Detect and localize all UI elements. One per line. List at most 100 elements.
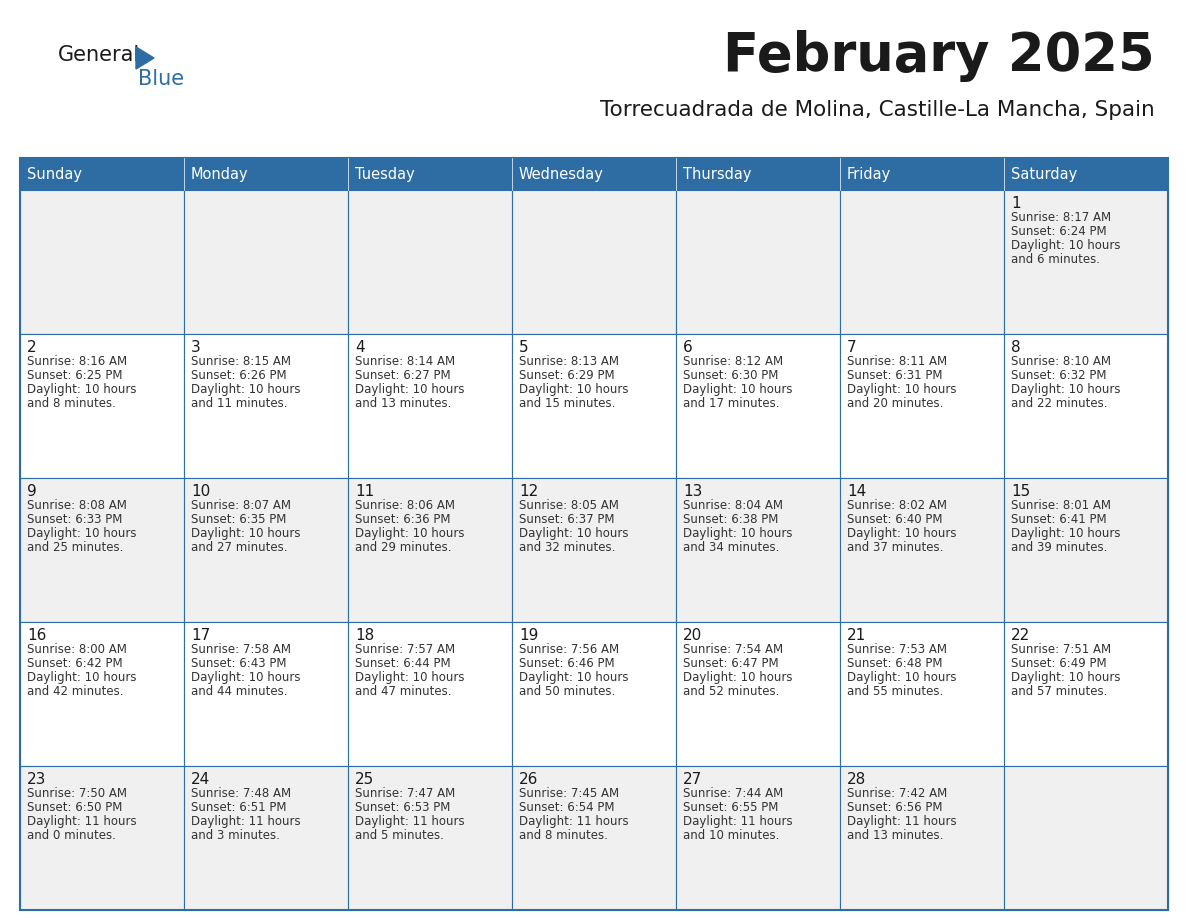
Text: Sunset: 6:43 PM: Sunset: 6:43 PM <box>191 657 286 670</box>
Text: and 32 minutes.: and 32 minutes. <box>519 541 615 554</box>
Text: 6: 6 <box>683 340 693 355</box>
Text: Sunrise: 8:11 AM: Sunrise: 8:11 AM <box>847 355 947 368</box>
Bar <box>348 622 512 766</box>
Text: 4: 4 <box>355 340 365 355</box>
Text: Sunrise: 8:12 AM: Sunrise: 8:12 AM <box>683 355 783 368</box>
Text: and 3 minutes.: and 3 minutes. <box>191 829 280 842</box>
Text: and 6 minutes.: and 6 minutes. <box>1011 253 1100 266</box>
Bar <box>840 478 1004 622</box>
Bar <box>1004 622 1168 766</box>
Text: and 15 minutes.: and 15 minutes. <box>519 397 615 410</box>
Text: Sunrise: 8:17 AM: Sunrise: 8:17 AM <box>1011 211 1111 224</box>
Text: Sunset: 6:49 PM: Sunset: 6:49 PM <box>1011 657 1107 670</box>
Bar <box>348 334 512 478</box>
Bar <box>184 334 348 478</box>
Text: Sunset: 6:27 PM: Sunset: 6:27 PM <box>355 369 450 382</box>
Text: 23: 23 <box>27 772 46 787</box>
Text: Sunset: 6:46 PM: Sunset: 6:46 PM <box>519 657 614 670</box>
Text: Daylight: 11 hours: Daylight: 11 hours <box>683 815 792 828</box>
Text: Sunrise: 8:08 AM: Sunrise: 8:08 AM <box>27 499 127 512</box>
Text: Sunrise: 8:01 AM: Sunrise: 8:01 AM <box>1011 499 1111 512</box>
Bar <box>840 622 1004 766</box>
Bar <box>1004 190 1168 334</box>
Text: Daylight: 10 hours: Daylight: 10 hours <box>27 527 137 540</box>
Text: and 44 minutes.: and 44 minutes. <box>191 685 287 698</box>
Text: Blue: Blue <box>138 69 184 89</box>
Text: Sunrise: 7:54 AM: Sunrise: 7:54 AM <box>683 643 783 656</box>
Bar <box>184 478 348 622</box>
Text: Sunrise: 7:47 AM: Sunrise: 7:47 AM <box>355 787 455 800</box>
Text: Daylight: 10 hours: Daylight: 10 hours <box>27 383 137 396</box>
Bar <box>840 190 1004 334</box>
Bar <box>676 478 840 622</box>
Text: Sunrise: 7:51 AM: Sunrise: 7:51 AM <box>1011 643 1111 656</box>
Text: and 10 minutes.: and 10 minutes. <box>683 829 779 842</box>
Text: Sunset: 6:54 PM: Sunset: 6:54 PM <box>519 801 614 814</box>
Text: and 0 minutes.: and 0 minutes. <box>27 829 116 842</box>
Text: Sunday: Sunday <box>27 166 82 182</box>
Text: 25: 25 <box>355 772 374 787</box>
Bar <box>1004 478 1168 622</box>
Text: Torrecuadrada de Molina, Castille-La Mancha, Spain: Torrecuadrada de Molina, Castille-La Man… <box>600 100 1155 120</box>
Text: Daylight: 10 hours: Daylight: 10 hours <box>519 527 628 540</box>
Text: Sunset: 6:41 PM: Sunset: 6:41 PM <box>1011 513 1107 526</box>
Bar <box>512 478 676 622</box>
Text: Sunset: 6:40 PM: Sunset: 6:40 PM <box>847 513 942 526</box>
Bar <box>20 158 1168 190</box>
Bar <box>184 190 348 334</box>
Text: and 55 minutes.: and 55 minutes. <box>847 685 943 698</box>
Text: Sunrise: 7:48 AM: Sunrise: 7:48 AM <box>191 787 291 800</box>
Text: Daylight: 11 hours: Daylight: 11 hours <box>191 815 301 828</box>
Bar <box>20 622 184 766</box>
Text: Daylight: 10 hours: Daylight: 10 hours <box>847 383 956 396</box>
Text: 22: 22 <box>1011 628 1030 643</box>
Text: Daylight: 10 hours: Daylight: 10 hours <box>847 527 956 540</box>
Text: Sunset: 6:31 PM: Sunset: 6:31 PM <box>847 369 942 382</box>
Text: Daylight: 11 hours: Daylight: 11 hours <box>355 815 465 828</box>
Bar <box>676 190 840 334</box>
Text: 8: 8 <box>1011 340 1020 355</box>
Text: 2: 2 <box>27 340 37 355</box>
Bar <box>184 766 348 910</box>
Text: and 37 minutes.: and 37 minutes. <box>847 541 943 554</box>
Text: Sunset: 6:32 PM: Sunset: 6:32 PM <box>1011 369 1106 382</box>
Text: and 42 minutes.: and 42 minutes. <box>27 685 124 698</box>
Bar <box>20 334 184 478</box>
Text: Daylight: 10 hours: Daylight: 10 hours <box>519 671 628 684</box>
Text: Sunrise: 8:04 AM: Sunrise: 8:04 AM <box>683 499 783 512</box>
Bar <box>512 622 676 766</box>
Text: and 11 minutes.: and 11 minutes. <box>191 397 287 410</box>
Text: Sunrise: 7:57 AM: Sunrise: 7:57 AM <box>355 643 455 656</box>
Text: Sunrise: 8:00 AM: Sunrise: 8:00 AM <box>27 643 127 656</box>
Bar <box>1004 334 1168 478</box>
Text: Sunset: 6:35 PM: Sunset: 6:35 PM <box>191 513 286 526</box>
Text: Sunrise: 7:44 AM: Sunrise: 7:44 AM <box>683 787 783 800</box>
Text: 11: 11 <box>355 484 374 499</box>
Bar <box>676 622 840 766</box>
Text: 1: 1 <box>1011 196 1020 211</box>
Text: Sunset: 6:51 PM: Sunset: 6:51 PM <box>191 801 286 814</box>
Text: Sunset: 6:30 PM: Sunset: 6:30 PM <box>683 369 778 382</box>
Text: 19: 19 <box>519 628 538 643</box>
Text: Daylight: 11 hours: Daylight: 11 hours <box>27 815 137 828</box>
Text: and 13 minutes.: and 13 minutes. <box>355 397 451 410</box>
Text: Sunset: 6:56 PM: Sunset: 6:56 PM <box>847 801 942 814</box>
Bar <box>512 766 676 910</box>
Text: Daylight: 10 hours: Daylight: 10 hours <box>355 671 465 684</box>
Bar <box>840 766 1004 910</box>
Text: Wednesday: Wednesday <box>519 166 604 182</box>
Text: Sunrise: 7:56 AM: Sunrise: 7:56 AM <box>519 643 619 656</box>
Bar <box>676 766 840 910</box>
Text: Sunset: 6:55 PM: Sunset: 6:55 PM <box>683 801 778 814</box>
Text: 24: 24 <box>191 772 210 787</box>
Text: Sunrise: 8:02 AM: Sunrise: 8:02 AM <box>847 499 947 512</box>
Text: Sunset: 6:44 PM: Sunset: 6:44 PM <box>355 657 450 670</box>
Text: Daylight: 10 hours: Daylight: 10 hours <box>1011 671 1120 684</box>
Text: and 50 minutes.: and 50 minutes. <box>519 685 615 698</box>
Text: Sunrise: 7:58 AM: Sunrise: 7:58 AM <box>191 643 291 656</box>
Text: and 34 minutes.: and 34 minutes. <box>683 541 779 554</box>
Text: Daylight: 10 hours: Daylight: 10 hours <box>683 383 792 396</box>
Text: Daylight: 10 hours: Daylight: 10 hours <box>191 383 301 396</box>
Text: Sunset: 6:38 PM: Sunset: 6:38 PM <box>683 513 778 526</box>
Text: Daylight: 10 hours: Daylight: 10 hours <box>27 671 137 684</box>
